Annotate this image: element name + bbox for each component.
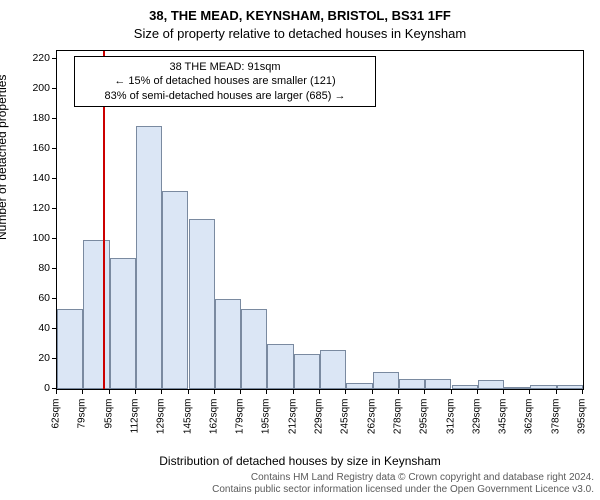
x-tick-label: 312sqm <box>445 399 456 449</box>
x-tick-mark <box>398 390 399 394</box>
chart-title-main: 38, THE MEAD, KEYNSHAM, BRISTOL, BS31 1F… <box>0 8 600 23</box>
histogram-bar <box>346 383 372 389</box>
histogram-bar <box>557 385 583 390</box>
histogram-bar <box>373 372 399 389</box>
x-tick-label: 145sqm <box>182 399 193 449</box>
x-tick-mark <box>161 390 162 394</box>
histogram-bar <box>504 387 530 389</box>
histogram-bar <box>215 299 241 389</box>
x-tick-mark <box>372 390 373 394</box>
x-tick-mark <box>214 390 215 394</box>
histogram-bar <box>320 350 346 389</box>
x-tick-label: 179sqm <box>235 399 246 449</box>
footer-line1: Contains HM Land Registry data © Crown c… <box>212 472 594 484</box>
x-tick-mark <box>266 390 267 394</box>
x-tick-label: 362sqm <box>524 399 535 449</box>
x-tick-mark <box>135 390 136 394</box>
histogram-bar <box>57 309 83 389</box>
x-tick-mark <box>293 390 294 394</box>
histogram-bar <box>110 258 136 389</box>
footer-attribution: Contains HM Land Registry data © Crown c… <box>212 472 594 496</box>
x-tick-label: 112sqm <box>129 399 140 449</box>
x-tick-label: 129sqm <box>156 399 167 449</box>
x-tick-label: 162sqm <box>208 399 219 449</box>
x-tick-label: 212sqm <box>287 399 298 449</box>
x-tick-mark <box>109 390 110 394</box>
x-tick-mark <box>188 390 189 394</box>
y-tick-label: 120 <box>10 202 50 214</box>
x-tick-label: 245sqm <box>340 399 351 449</box>
x-tick-mark <box>503 390 504 394</box>
annotation-line2: ← 15% of detached houses are smaller (12… <box>81 74 369 88</box>
annotation-line1: 38 THE MEAD: 91sqm <box>81 60 369 74</box>
y-tick-label: 160 <box>10 142 50 154</box>
histogram-bar <box>83 240 109 389</box>
x-tick-mark <box>451 390 452 394</box>
y-tick-label: 100 <box>10 232 50 244</box>
x-tick-mark <box>529 390 530 394</box>
x-tick-mark <box>556 390 557 394</box>
histogram-bar <box>530 385 556 390</box>
y-tick-label: 200 <box>10 82 50 94</box>
x-tick-mark <box>424 390 425 394</box>
y-tick-label: 20 <box>10 352 50 364</box>
y-tick-label: 180 <box>10 112 50 124</box>
x-tick-mark <box>477 390 478 394</box>
y-axis-label: Number of detached properties <box>0 75 9 240</box>
x-tick-label: 195sqm <box>261 399 272 449</box>
x-tick-mark <box>56 390 57 394</box>
x-tick-label: 295sqm <box>419 399 430 449</box>
histogram-bar <box>478 380 504 389</box>
y-tick-label: 40 <box>10 322 50 334</box>
histogram-bar <box>189 219 215 389</box>
x-tick-mark <box>345 390 346 394</box>
chart-container: 38, THE MEAD, KEYNSHAM, BRISTOL, BS31 1F… <box>0 0 600 500</box>
x-tick-label: 278sqm <box>392 399 403 449</box>
footer-line2: Contains public sector information licen… <box>212 484 594 496</box>
histogram-bar <box>294 354 320 389</box>
x-tick-mark <box>319 390 320 394</box>
x-tick-mark <box>82 390 83 394</box>
x-tick-label: 395sqm <box>577 399 588 449</box>
histogram-bar <box>136 126 162 389</box>
x-tick-label: 378sqm <box>550 399 561 449</box>
y-tick-label: 60 <box>10 292 50 304</box>
annotation-box: 38 THE MEAD: 91sqm ← 15% of detached hou… <box>74 56 376 107</box>
x-tick-label: 79sqm <box>77 399 88 449</box>
chart-title-sub: Size of property relative to detached ho… <box>0 26 600 41</box>
histogram-bar <box>399 379 425 390</box>
histogram-bar <box>241 309 267 389</box>
annotation-line3: 83% of semi-detached houses are larger (… <box>81 89 369 103</box>
x-tick-label: 229sqm <box>314 399 325 449</box>
histogram-bar <box>425 379 451 390</box>
x-tick-mark <box>582 390 583 394</box>
histogram-bar <box>267 344 293 389</box>
y-tick-label: 0 <box>10 382 50 394</box>
x-tick-label: 95sqm <box>103 399 114 449</box>
x-tick-label: 62sqm <box>51 399 62 449</box>
x-tick-label: 262sqm <box>366 399 377 449</box>
y-tick-label: 220 <box>10 52 50 64</box>
y-tick-label: 140 <box>10 172 50 184</box>
y-tick-label: 80 <box>10 262 50 274</box>
x-tick-label: 345sqm <box>498 399 509 449</box>
x-tick-label: 329sqm <box>471 399 482 449</box>
x-axis-label: Distribution of detached houses by size … <box>0 454 600 468</box>
x-tick-mark <box>240 390 241 394</box>
histogram-bar <box>162 191 188 389</box>
histogram-bar <box>452 385 478 390</box>
